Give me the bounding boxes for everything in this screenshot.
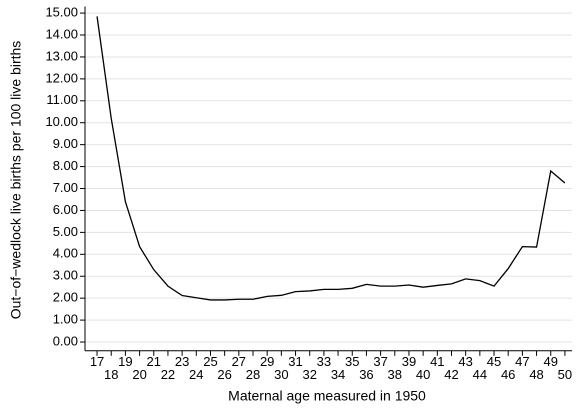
x-tick-label: 35 bbox=[345, 354, 359, 369]
line bbox=[96, 16, 566, 301]
x-tick-label: 28 bbox=[246, 367, 260, 382]
x-tick-label: 49 bbox=[543, 354, 557, 369]
x-tick-label: 36 bbox=[359, 367, 373, 382]
y-tick-label: 14.00 bbox=[45, 26, 78, 41]
x-tick-label: 30 bbox=[274, 367, 288, 382]
x-tick-label: 41 bbox=[430, 354, 444, 369]
x-tick-label: 31 bbox=[288, 354, 302, 369]
x-tick-label: 24 bbox=[189, 367, 203, 382]
x-tick-label: 21 bbox=[147, 354, 161, 369]
y-tick-label: 7.00 bbox=[53, 180, 78, 195]
y-tick-label: 1.00 bbox=[53, 312, 78, 327]
y-tick-label: 8.00 bbox=[53, 158, 78, 173]
y-tick-label: 2.00 bbox=[53, 290, 78, 305]
x-axis-label: Maternal age measured in 1950 bbox=[228, 388, 426, 404]
y-axis-label: Out−of−wedlock live births per 100 live … bbox=[8, 41, 24, 320]
x-tick-label: 47 bbox=[515, 354, 529, 369]
x-tick-label: 19 bbox=[118, 354, 132, 369]
x-tick-label: 38 bbox=[388, 367, 402, 382]
x-tick-label: 48 bbox=[529, 367, 543, 382]
y-tick-label: 10.00 bbox=[45, 114, 78, 129]
x-tick-label: 22 bbox=[161, 367, 175, 382]
y-tick-label: 3.00 bbox=[53, 268, 78, 283]
x-tick-label: 26 bbox=[217, 367, 231, 382]
x-tick-label: 34 bbox=[331, 367, 345, 382]
y-tick-label: 0.00 bbox=[53, 333, 78, 348]
x-tick-label: 27 bbox=[232, 354, 246, 369]
y-tick-label: 11.00 bbox=[46, 92, 78, 107]
x-tick-label: 50 bbox=[558, 367, 572, 382]
y-tick-label: 12.00 bbox=[45, 70, 78, 85]
y-tick-label: 6.00 bbox=[53, 202, 78, 217]
x-tick-label: 25 bbox=[203, 354, 217, 369]
y-tick-label: 13.00 bbox=[45, 48, 78, 63]
x-tick-label: 18 bbox=[104, 367, 118, 382]
x-tick-label: 43 bbox=[458, 354, 472, 369]
x-tick-label: 39 bbox=[402, 354, 416, 369]
x-tick-label: 29 bbox=[260, 354, 274, 369]
y-tick-label: 5.00 bbox=[53, 224, 78, 239]
x-tick-label: 44 bbox=[473, 367, 487, 382]
x-tick-label: 20 bbox=[132, 367, 146, 382]
x-tick-label: 42 bbox=[444, 367, 458, 382]
x-tick-label: 23 bbox=[175, 354, 189, 369]
x-tick-label: 37 bbox=[373, 354, 387, 369]
y-tick-label: 9.00 bbox=[53, 136, 78, 151]
x-tick-label: 46 bbox=[501, 367, 515, 382]
x-tick-label: 32 bbox=[302, 367, 316, 382]
x-tick-label: 40 bbox=[416, 367, 430, 382]
x-tick-label: 45 bbox=[487, 354, 501, 369]
x-tick-label: 33 bbox=[317, 354, 331, 369]
x-tick-label: 17 bbox=[90, 354, 104, 369]
y-tick-label: 4.00 bbox=[53, 246, 78, 261]
y-tick-label: 15.00 bbox=[45, 5, 78, 20]
